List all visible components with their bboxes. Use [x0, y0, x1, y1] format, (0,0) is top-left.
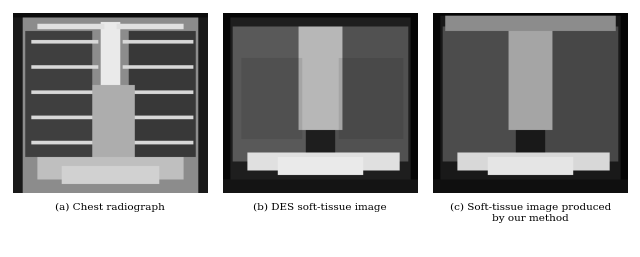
Text: (a) Chest radiograph: (a) Chest radiograph — [55, 203, 165, 212]
Text: (b) DES soft-tissue image: (b) DES soft-tissue image — [253, 203, 387, 212]
Text: (c) Soft-tissue image produced
by our method: (c) Soft-tissue image produced by our me… — [449, 203, 611, 223]
